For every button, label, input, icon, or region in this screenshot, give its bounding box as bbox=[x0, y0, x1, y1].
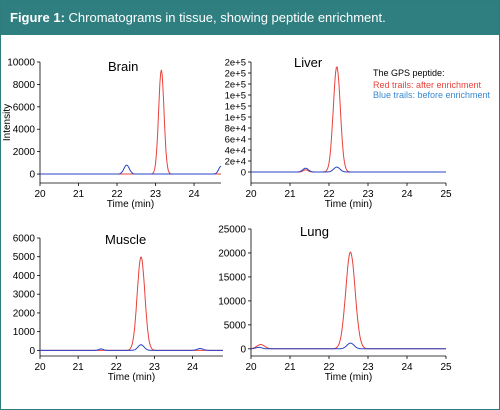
y-tick-label: 5000 bbox=[224, 320, 247, 331]
x-tick-label: 24 bbox=[401, 189, 413, 200]
y-tick-label: 1e+5 bbox=[225, 113, 246, 124]
figure-header: Figure 1: Chromatograms in tissue, showi… bbox=[1, 1, 499, 35]
trace-before-enrichment bbox=[251, 166, 446, 173]
x-tick-label: 23 bbox=[362, 189, 374, 200]
y-tick-label: 8e+4 bbox=[225, 124, 246, 135]
x-tick-label: 21 bbox=[284, 362, 296, 373]
x-tick-label: 25 bbox=[440, 362, 452, 373]
x-tick-label: 21 bbox=[73, 189, 85, 200]
y-tick-label: 4000 bbox=[13, 125, 36, 136]
y-tick-label: 10000 bbox=[7, 58, 35, 69]
y-tick-label: 0 bbox=[241, 168, 246, 179]
y-tick-label: 4000 bbox=[13, 271, 36, 282]
legend-item: Blue trails: before enrichment bbox=[373, 90, 491, 100]
chart-panel-liver: 20 21 22 23 24 2502e+44e+46e+48e+41e+51e+51e+… bbox=[225, 55, 452, 210]
y-tick-label: 3000 bbox=[13, 290, 36, 301]
x-tick-label: 24 bbox=[188, 189, 200, 200]
chart-panel-muscle: 20 21 22 23 24 0 1000 2000 3000 4000 5000 6000 Time … bbox=[13, 232, 223, 383]
y-tick-label: 6e+4 bbox=[225, 135, 246, 146]
y-tick-label: 6000 bbox=[13, 102, 36, 113]
chart-title: Lung bbox=[300, 224, 329, 239]
trace-before-enrichment bbox=[40, 164, 222, 175]
x-tick-label: 22 bbox=[111, 189, 123, 200]
chart-title: Brain bbox=[108, 59, 138, 74]
y-tick-label: 6000 bbox=[13, 234, 36, 245]
y-tick-label: 5000 bbox=[13, 252, 36, 263]
x-tick-label: 21 bbox=[284, 189, 296, 200]
y-tick-label: 8000 bbox=[13, 80, 36, 91]
x-tick-label: 23 bbox=[362, 362, 374, 373]
x-tick-label: 20 bbox=[245, 189, 257, 200]
y-tick-label: 2000 bbox=[13, 147, 36, 158]
x-tick-label: 22 bbox=[323, 362, 335, 373]
trace-after-enrichment bbox=[40, 256, 223, 351]
x-tick-label: 24 bbox=[187, 362, 199, 373]
x-axis-label: Time (min) bbox=[108, 372, 155, 383]
y-tick-label: 25000 bbox=[218, 225, 246, 236]
y-tick-label: 0 bbox=[29, 170, 35, 181]
x-axis-label: Time (min) bbox=[325, 199, 372, 210]
x-tick-label: 23 bbox=[150, 189, 162, 200]
trace-after-enrichment bbox=[250, 251, 446, 350]
x-tick-label: 21 bbox=[73, 362, 85, 373]
y-tick-label: 2e+5 bbox=[225, 80, 246, 91]
x-tick-label: 22 bbox=[323, 189, 335, 200]
chart-title: Liver bbox=[294, 55, 323, 70]
y-tick-label: 2e+4 bbox=[225, 157, 246, 168]
x-tick-label: 22 bbox=[111, 362, 123, 373]
chart-panel-brain: 20 21 22 23 24 0 2000 4000 6000 8000 10000 Time (mi… bbox=[2, 58, 222, 210]
x-tick-label: 20 bbox=[245, 362, 257, 373]
x-tick-label: 24 bbox=[401, 362, 413, 373]
y-tick-label: 0 bbox=[240, 344, 246, 355]
y-tick-label: 2e+5 bbox=[225, 58, 246, 69]
x-tick-label: 25 bbox=[440, 189, 452, 200]
y-axis-label: Intensity bbox=[2, 104, 13, 141]
chart-panel-lung: 20 21 22 23 24 25 0 5000 10000 15000 20000 25000 Tim… bbox=[218, 224, 452, 383]
x-tick-label: 23 bbox=[149, 362, 161, 373]
y-tick-label: 2e+5 bbox=[225, 69, 246, 80]
x-axis-label: Time (min) bbox=[107, 199, 154, 210]
figure-caption-text: Chromatograms in tissue, showing peptide… bbox=[68, 10, 386, 25]
trace-before-enrichment bbox=[40, 344, 223, 351]
figure-label: Figure 1: bbox=[10, 10, 65, 25]
y-tick-label: 15000 bbox=[218, 272, 246, 283]
y-tick-label: 1e+5 bbox=[225, 91, 246, 102]
figure-caption: Figure 1: Chromatograms in tissue, showi… bbox=[10, 10, 386, 25]
legend-title: The GPS peptide: bbox=[373, 68, 445, 78]
y-tick-label: 0 bbox=[29, 346, 35, 357]
legend-item: Red trails: after enrichment bbox=[373, 80, 482, 90]
legend: The GPS peptide: Red trails: after enrich… bbox=[373, 68, 491, 100]
chart-title: Muscle bbox=[105, 232, 146, 247]
x-axis-label: Time (min) bbox=[325, 372, 372, 383]
y-tick-label: 4e+4 bbox=[225, 146, 246, 157]
y-tick-label: 1000 bbox=[13, 327, 36, 338]
x-tick-label: 20 bbox=[34, 362, 46, 373]
y-tick-label: 2000 bbox=[13, 308, 36, 319]
y-tick-label: 20000 bbox=[218, 248, 246, 259]
y-tick-label: 1e+5 bbox=[225, 102, 246, 113]
trace-before-enrichment bbox=[251, 342, 446, 350]
trace-after-enrichment bbox=[40, 69, 221, 175]
y-tick-label: 10000 bbox=[218, 296, 246, 307]
x-tick-label: 20 bbox=[34, 189, 46, 200]
